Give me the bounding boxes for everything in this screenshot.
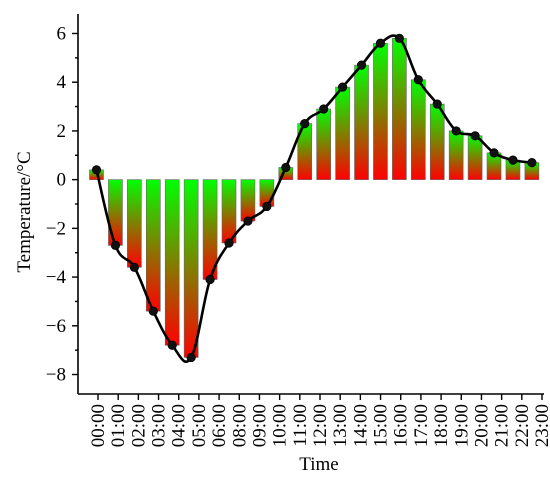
- x-tick-label: 17:00: [411, 404, 432, 447]
- point-02:00: [129, 262, 139, 272]
- point-01:00: [110, 240, 121, 251]
- bar-14:00: [354, 64, 369, 180]
- bar-02:00: [127, 179, 142, 268]
- bar-15:00: [373, 42, 388, 180]
- x-tick-label: 20:00: [471, 404, 492, 447]
- x-tick-label: 05:00: [189, 404, 210, 447]
- bar-12:00: [316, 108, 331, 180]
- y-tick-label: 6: [57, 23, 67, 44]
- x-tick-label: 11:00: [290, 404, 311, 447]
- bar-04:00: [164, 179, 180, 346]
- y-axis-title: Temperature/°C: [14, 151, 35, 272]
- point-18:00: [432, 99, 442, 109]
- x-tick-label: 18:00: [431, 404, 452, 447]
- point-00:00: [91, 165, 102, 175]
- point-16:00: [394, 33, 404, 43]
- x-ticks: 00:00 01:00 02:00 03:00 04:00 05:00 06:00 08:00…: [88, 394, 550, 447]
- x-tick-label: 16:00: [391, 404, 412, 447]
- x-tick-label: 00:00: [88, 404, 109, 447]
- point-19:00: [451, 126, 461, 136]
- x-axis-title: Time: [299, 454, 338, 475]
- x-tick-label: 22:00: [512, 404, 533, 447]
- bar-07:00: [221, 179, 237, 244]
- line-layer: [91, 33, 537, 364]
- x-tick-label: 21:00: [492, 404, 513, 447]
- x-tick-label: 09:00: [249, 404, 270, 447]
- point-14:00: [356, 60, 367, 70]
- x-tick-label: 23:00: [532, 404, 550, 447]
- bar-03:00: [145, 179, 161, 312]
- x-tick-label: 15:00: [371, 404, 392, 447]
- point-12:00: [319, 104, 329, 114]
- bar-19:00: [448, 130, 464, 180]
- x-tick-label: 01:00: [108, 404, 129, 447]
- y-tick-label: −8: [46, 365, 66, 386]
- bar-01:00: [108, 179, 123, 246]
- x-tick-label: 06:00: [209, 404, 230, 447]
- bar-05:00: [183, 179, 199, 358]
- point-07:00: [224, 238, 234, 248]
- point-17:00: [413, 75, 423, 85]
- x-tick-label: 13:00: [330, 404, 351, 447]
- point-06:00: [205, 274, 215, 285]
- y-tick-label: −6: [46, 316, 66, 337]
- x-tick-label: 14:00: [350, 404, 371, 447]
- x-tick-label: 03:00: [149, 404, 170, 447]
- y-tick-label: 2: [57, 121, 67, 142]
- bar-17:00: [411, 79, 426, 180]
- point-13:00: [337, 82, 348, 92]
- point-10:00: [281, 162, 291, 173]
- point-20:00: [470, 131, 480, 141]
- x-tick-label: 08:00: [229, 404, 250, 447]
- point-08:00: [243, 216, 253, 226]
- point-04:00: [167, 340, 177, 350]
- bar-16:00: [392, 38, 407, 180]
- bar-13:00: [335, 86, 350, 180]
- y-tick-label: −4: [46, 267, 67, 288]
- bar-08:00: [240, 179, 256, 222]
- point-05:00: [186, 352, 196, 363]
- x-tick-label: 02:00: [128, 404, 149, 447]
- x-tick-label: 19:00: [451, 404, 472, 447]
- series-line: [95, 34, 533, 364]
- x-tick-label: 10:00: [270, 404, 291, 447]
- point-15:00: [375, 38, 386, 48]
- y-ticks: −8 −6 −4 −2 0 2 4 6: [46, 23, 78, 386]
- bars-layer: [89, 38, 540, 358]
- point-21:00: [489, 148, 499, 158]
- y-tick-label: 4: [57, 72, 67, 93]
- bar-20:00: [467, 135, 483, 180]
- point-03:00: [148, 306, 158, 316]
- point-09:00: [262, 201, 272, 212]
- bar-18:00: [429, 103, 445, 180]
- y-tick-label: −2: [46, 218, 66, 239]
- axes-layer: −8 −6 −4 −2 0 2 4 6 00:00 01:00 02:00 03:00 04:00 05…: [46, 14, 550, 447]
- y-tick-label: 0: [57, 170, 67, 191]
- point-11:00: [300, 119, 310, 129]
- point-23:00: [527, 157, 537, 168]
- x-tick-label: 04:00: [169, 404, 190, 447]
- point-22:00: [508, 155, 518, 165]
- x-tick-label: 12:00: [310, 404, 331, 447]
